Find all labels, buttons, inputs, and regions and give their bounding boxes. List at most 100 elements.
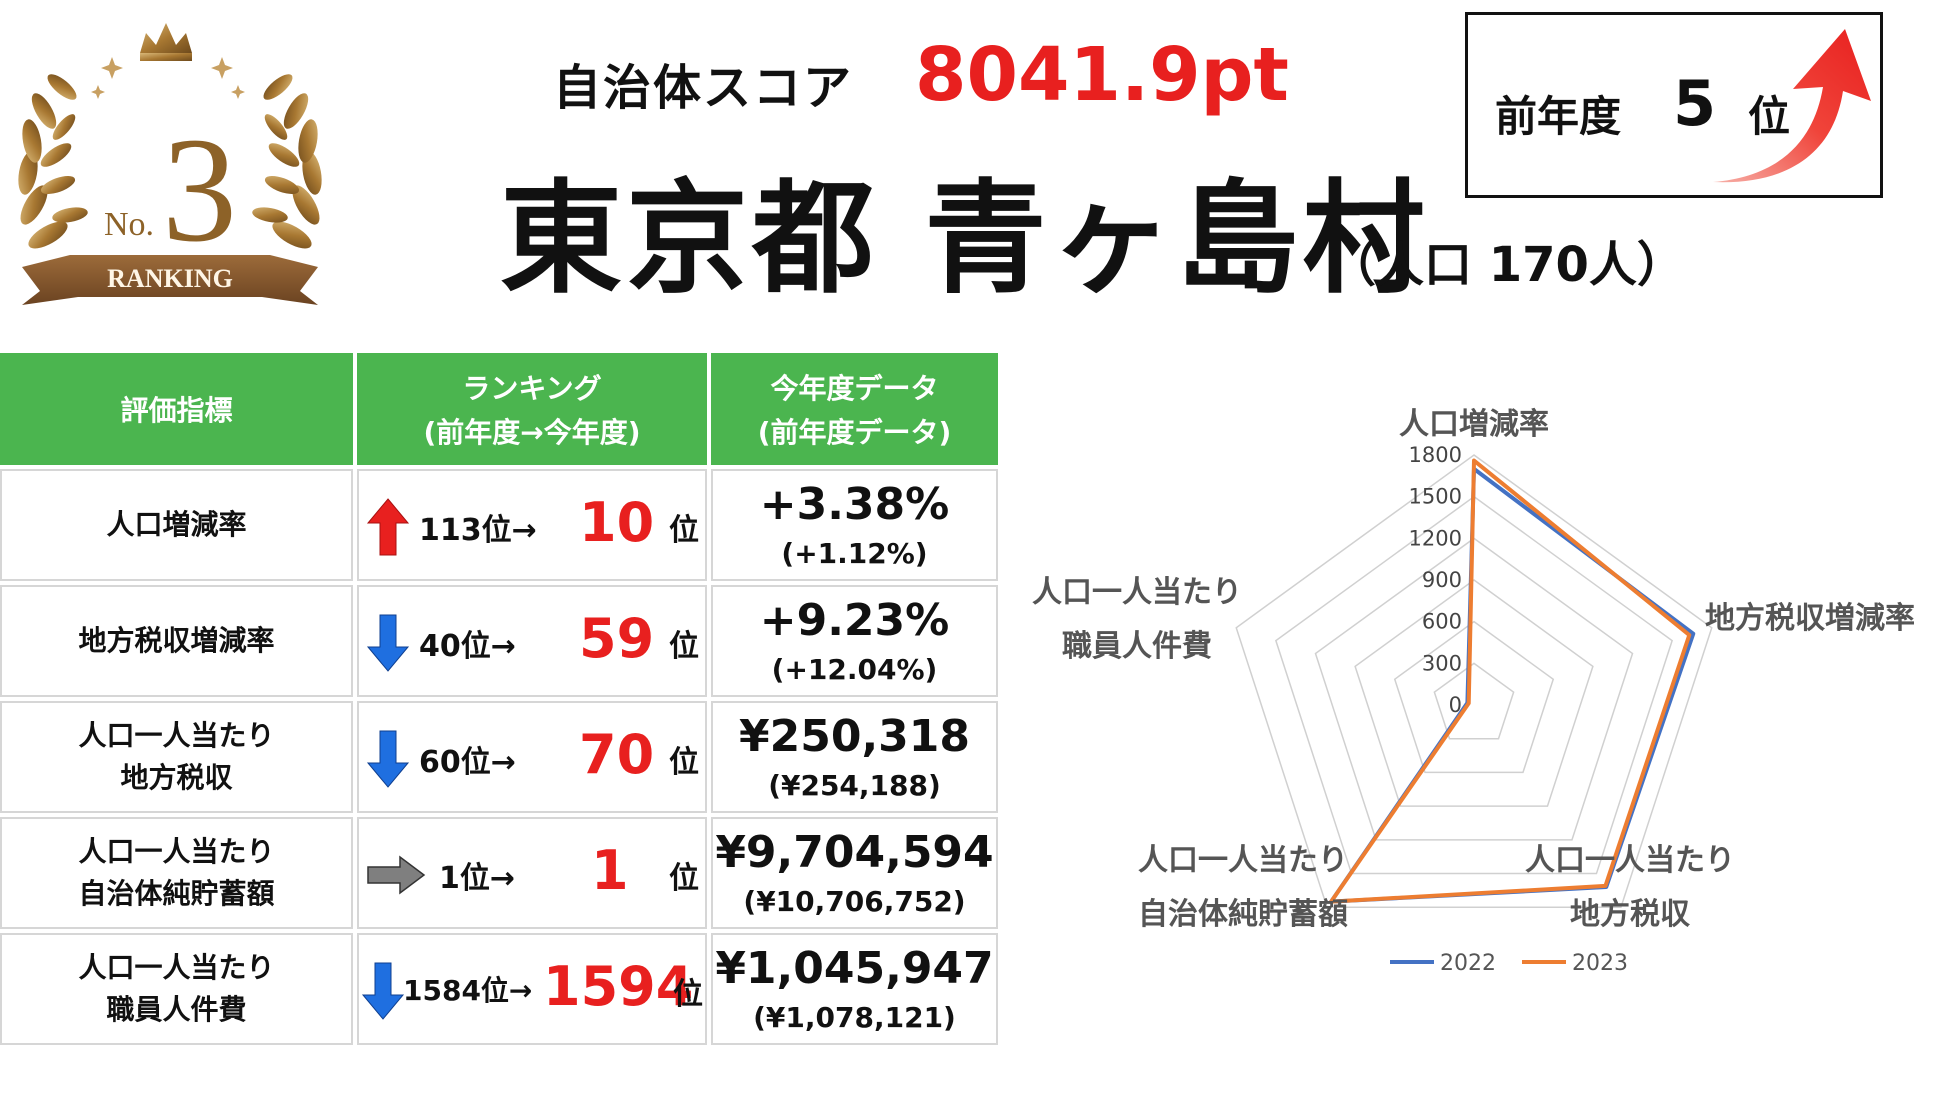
rank-from: 113位→ [419, 513, 537, 548]
arrow-down-icon [366, 730, 410, 788]
previous-year-rank-unit: 位 [1748, 92, 1791, 141]
current-value: ¥250,318 [738, 711, 971, 762]
previous-value: (¥254,188) [768, 769, 941, 802]
radar-series-2022 [1329, 466, 1696, 904]
radar-tick-label: 600 [1422, 610, 1462, 634]
header-data-title: 今年度データ [770, 372, 939, 405]
score-value: 8041.9pt [915, 32, 1289, 118]
previous-value: (¥10,706,752) [743, 885, 966, 918]
ranking-badge-icon: No. 3 RANKING [18, 23, 322, 305]
radar-axis-label: 人口一人当たり [1525, 843, 1735, 878]
ranking-cell: 60位→ 70 位 [357, 701, 707, 813]
radar-grid-ring [1314, 537, 1634, 841]
previous-value: (+12.04%) [771, 653, 938, 686]
svg-text:3: 3 [162, 107, 237, 273]
radar-chart: 0300600900120015001800人口増減率地方税収増減率人口一人当た… [1032, 407, 1915, 976]
rank-unit: 位 [669, 513, 699, 548]
current-value: +3.38% [759, 479, 950, 530]
indicator-label-line1: 人口一人当たり [78, 951, 275, 984]
radar-axis-label: 人口一人当たり [1032, 575, 1242, 610]
indicator-label-line1: 地方税収増減率 [78, 624, 275, 657]
previous-value: (+1.12%) [781, 537, 928, 570]
rank-to: 70 [579, 723, 655, 786]
rank-from: 40位→ [419, 629, 516, 664]
table-row: 人口一人当たり 職員人件費 1584位→ 1594 位 ¥1,045,947 (… [0, 933, 998, 1045]
rank-to: 1 [591, 839, 629, 902]
radar-tick-label: 1200 [1409, 526, 1462, 550]
arrow-down-icon [366, 614, 410, 672]
radar-axis-label: 職員人件費 [1062, 629, 1212, 664]
legend-label: 2023 [1572, 951, 1628, 976]
data-cell: ¥250,318 (¥254,188) [711, 701, 998, 813]
header-ranking: ランキング (前年度→今年度) [357, 353, 707, 465]
rank-from: 1位→ [439, 861, 516, 896]
municipality-name: 東京都 青ヶ島村 [500, 168, 1429, 310]
rank-to: 1594 [543, 955, 694, 1018]
data-cell: ¥9,704,594 (¥10,706,752) [711, 817, 998, 929]
radar-tick-label: 300 [1422, 651, 1462, 675]
previous-year-rank: 5 [1673, 67, 1717, 140]
rank-unit: 位 [669, 745, 699, 780]
radar-axis-label: 人口増減率 [1399, 407, 1549, 442]
ranking-cell: 40位→ 59 位 [357, 585, 707, 697]
header-ranking-title: ランキング [462, 372, 602, 405]
indicator-label: 地方税収増減率 [0, 585, 353, 697]
header-data: 今年度データ (前年度データ) [711, 353, 998, 465]
arrow-down-icon [361, 962, 405, 1020]
indicator-label: 人口増減率 [0, 469, 353, 581]
rank-from: 60位→ [419, 745, 516, 780]
radar-series-2023 [1329, 458, 1692, 904]
indicator-label: 人口一人当たり 地方税収 [0, 701, 353, 813]
indicator-label: 人口一人当たり 職員人件費 [0, 933, 353, 1045]
indicator-label-line2: 地方税収 [120, 761, 233, 794]
table-header-row: 評価指標 ランキング (前年度→今年度) 今年度データ (前年度データ) [0, 353, 998, 465]
radar-tick-label: 1800 [1409, 443, 1462, 467]
current-value: +9.23% [759, 595, 950, 646]
indicator-label-line1: 人口一人当たり [78, 835, 275, 868]
table-row: 人口一人当たり 自治体純貯蓄額 1位→ 1 位 ¥9,704,594 (¥10,… [0, 817, 998, 929]
svg-text:RANKING: RANKING [107, 264, 233, 293]
radar-tick-label: 0 [1449, 693, 1462, 717]
radar-axis-label: 地方税収 [1570, 897, 1691, 932]
data-cell: +9.23% (+12.04%) [711, 585, 998, 697]
radar-tick-label: 900 [1422, 568, 1462, 592]
current-value: ¥1,045,947 [715, 943, 994, 994]
radar-grid-ring [1274, 495, 1674, 875]
ranking-cell: 1位→ 1 位 [357, 817, 707, 929]
rank-unit: 位 [673, 977, 703, 1012]
radar-axis-label: 自治体純貯蓄額 [1138, 897, 1348, 932]
arrow-up-icon [366, 498, 410, 556]
radar-axis-label: 地方税収増減率 [1705, 601, 1915, 636]
legend-label: 2022 [1440, 951, 1496, 976]
header-data-sub: (前年度データ) [757, 416, 952, 449]
previous-value: (¥1,078,121) [753, 1001, 956, 1034]
table-row: 人口一人当たり 地方税収 60位→ 70 位 ¥250,318 (¥254,18… [0, 701, 998, 813]
indicator-label-line1: 人口増減率 [106, 508, 247, 541]
rank-to: 10 [579, 491, 655, 554]
radar-tick-label: 1500 [1409, 485, 1462, 509]
radar-grid-ring [1354, 579, 1594, 807]
header-ranking-sub: (前年度→今年度) [423, 416, 641, 449]
indicator-label-line1: 人口一人当たり [78, 719, 275, 752]
rank-unit: 位 [669, 861, 699, 896]
rank-from: 1584位→ [403, 974, 533, 1007]
data-cell: ¥1,045,947 (¥1,078,121) [711, 933, 998, 1045]
data-cell: +3.38% (+1.12%) [711, 469, 998, 581]
ranking-cell: 1584位→ 1594 位 [357, 933, 707, 1045]
radar-grid-ring [1433, 662, 1515, 740]
rising-arrow-icon [1713, 29, 1871, 183]
radar-grid-ring [1235, 454, 1713, 909]
radar-axis-label: 人口一人当たり [1138, 843, 1348, 878]
arrow-right-icon [367, 855, 426, 895]
ranking-cell: 113位→ 10 位 [357, 469, 707, 581]
indicator-label-line2: 職員人件費 [106, 993, 247, 1026]
rank-to: 59 [579, 607, 655, 670]
svg-text:No.: No. [104, 206, 154, 243]
header-indicator: 評価指標 [0, 353, 353, 465]
previous-year-label: 前年度 [1495, 92, 1622, 141]
score-label: 自治体スコア [553, 60, 854, 116]
indicator-label-line2: 自治体純貯蓄額 [78, 877, 275, 910]
table-row: 地方税収増減率 40位→ 59 位 +9.23% (+12.04%) [0, 585, 998, 697]
previous-year-rank-box: 前年度 5 位 [1465, 12, 1883, 198]
current-value: ¥9,704,594 [715, 827, 994, 878]
